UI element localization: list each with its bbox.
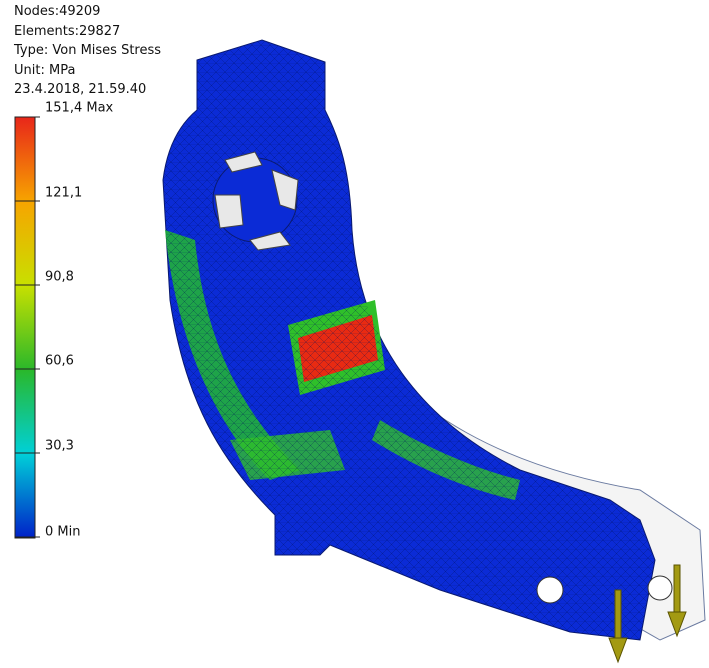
pin-hole (536, 576, 564, 604)
pin-hole (647, 575, 673, 601)
legend-label: 30,3 (45, 439, 74, 454)
legend-label: 121,1 (45, 186, 82, 201)
legend-label: 90,8 (45, 270, 74, 285)
legend-label: 151,4 Max (45, 101, 114, 116)
hole-bushing (214, 151, 299, 251)
info-unit: Unit: MPa (14, 63, 76, 78)
legend-label: 0 Min (45, 525, 80, 540)
info-elements: Elements:29827 (14, 24, 121, 39)
info-nodes: Nodes:49209 (14, 4, 101, 19)
mesh-overlay (163, 40, 655, 640)
color-bar-ticks (15, 116, 40, 538)
load-arrow (608, 564, 687, 664)
info-type: Type: Von Mises Stress (14, 43, 162, 58)
info-timestamp: 23.4.2018, 21.59.40 (14, 82, 147, 97)
color-bar (14, 116, 36, 539)
legend-label: 60,6 (45, 354, 74, 369)
